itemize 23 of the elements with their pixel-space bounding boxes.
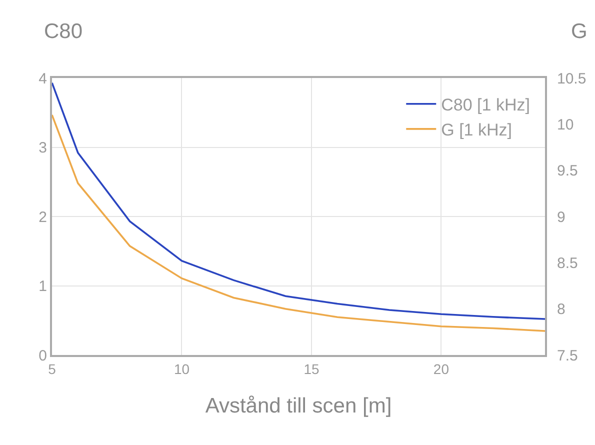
y2-tick-label: 9.5 [557,162,578,180]
x-tick-label: 15 [304,360,320,377]
y-tick-label: 3 [38,140,47,156]
y-tick-label: 0 [38,347,47,364]
line-series [52,82,545,320]
x-tick-label: 5 [48,360,56,377]
line-series [52,114,545,332]
y2-tick-label: 10.5 [557,70,586,88]
y2-tick-label: 8.5 [557,254,578,272]
y2-tick-label: 7.5 [557,347,578,364]
y-tick-label: 1 [38,278,47,295]
y-tick-label: 4 [38,70,47,88]
y-tick-label: 2 [38,208,47,226]
y2-tick-label: 8 [557,301,566,318]
x-tick-label: 20 [433,360,450,377]
y2-axis-title: G [571,20,588,43]
y-axis-title: C80 [44,20,83,43]
x-axis-title: Avstånd till scen [m] [205,394,392,418]
y2-tick-label: 10 [557,116,574,134]
legend-label: C80 [1 kHz] [441,95,530,114]
x-tick-label: 10 [174,360,190,377]
y2-tick-label: 9 [557,208,566,226]
legend-label: G [1 kHz] [441,120,512,140]
